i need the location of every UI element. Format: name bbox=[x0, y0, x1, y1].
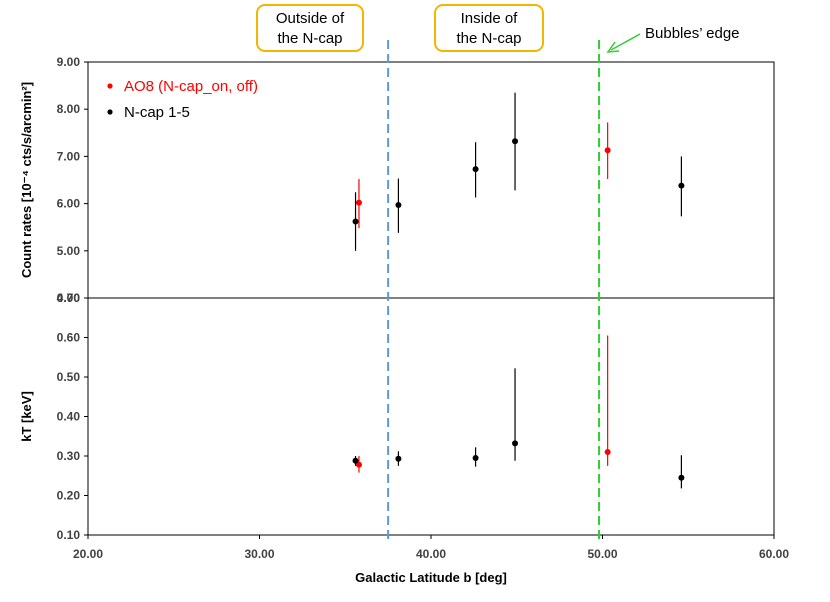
kT-data-point bbox=[678, 474, 685, 481]
kT-plot-frame bbox=[87, 297, 775, 536]
count-rates-data-point bbox=[352, 218, 359, 225]
bubbles-edge-arrow bbox=[606, 33, 641, 53]
outside-callout-line-1: Outside of bbox=[275, 10, 345, 27]
kT-y-tick-label: 0.40 bbox=[57, 410, 81, 424]
y-axis-title-count-rates: Count rates [10⁻⁴ cts/s/arcmin²] bbox=[19, 82, 34, 278]
count-rates-y-tick-label: 8.00 bbox=[57, 102, 81, 116]
x-axis-title: Galactic Latitude b [deg] bbox=[355, 570, 507, 585]
count-rates-data-point bbox=[512, 138, 519, 145]
x-tick-label: 60.00 bbox=[759, 547, 789, 561]
kT-data-point bbox=[604, 449, 611, 456]
y-axis-title-kt: kT [keV] bbox=[19, 391, 34, 442]
x-tick-label: 50.00 bbox=[587, 547, 617, 561]
x-tick-label: 40.00 bbox=[416, 547, 446, 561]
legend-label-ncap: N-cap 1-5 bbox=[124, 104, 190, 121]
count-rates-data-point bbox=[395, 202, 402, 209]
reference-lines bbox=[387, 40, 601, 543]
inside-callout-line-2: the N-cap bbox=[456, 30, 522, 47]
legend-marker-ncap bbox=[107, 109, 113, 115]
kt-panel: 0.10 0.20 0.30 0.40 0.50 0.60 0.70 bbox=[57, 291, 775, 542]
kT-y-tick-label: 0.60 bbox=[57, 331, 81, 345]
kT-data-point bbox=[355, 461, 362, 468]
count-rates-data-point bbox=[678, 182, 685, 189]
kT-data-point bbox=[352, 457, 359, 464]
count-rates-plot-frame bbox=[87, 61, 775, 299]
kT-data-point bbox=[472, 454, 479, 461]
count-rates-y-tick-label: 6.00 bbox=[57, 197, 81, 211]
count-rates-y-tick-label: 4.00 bbox=[57, 291, 81, 305]
outside-callout-line-2: the N-cap bbox=[277, 30, 343, 47]
kT-y-tick-label: 0.50 bbox=[57, 370, 81, 384]
kT-y-tick-label: 0.30 bbox=[57, 449, 81, 463]
count-rates-y-tick-label: 9.00 bbox=[57, 55, 81, 69]
count-rates-data-point bbox=[472, 166, 479, 173]
x-axis-ticks: 20.00 30.00 40.00 50.00 60.00 bbox=[73, 535, 789, 561]
kT-y-tick-label: 0.70 bbox=[57, 291, 81, 305]
x-tick-label: 20.00 bbox=[73, 547, 103, 561]
count-rates-y-tick-label: 5.00 bbox=[57, 244, 81, 258]
legend-label-ao8: AO8 (N-cap_on, off) bbox=[124, 78, 258, 95]
outside-ncap-callout: Outside of the N-cap bbox=[256, 4, 364, 52]
count-rates-y-tick-label: 7.00 bbox=[57, 149, 81, 163]
x-tick-label: 30.00 bbox=[244, 547, 274, 561]
bubbles-edge-label: Bubbles’ edge bbox=[645, 25, 740, 42]
count-rates-data-point bbox=[604, 147, 611, 154]
legend-marker-ao8 bbox=[107, 83, 113, 89]
kT-y-tick-label: 0.10 bbox=[57, 528, 81, 542]
inside-ncap-callout: Inside of the N-cap bbox=[434, 4, 544, 52]
kT-y-tick-label: 0.20 bbox=[57, 489, 81, 503]
kT-data-point bbox=[512, 440, 519, 447]
inside-callout-line-1: Inside of bbox=[460, 10, 518, 27]
kT-data-point bbox=[395, 455, 402, 462]
count-rates-data-point bbox=[355, 199, 362, 206]
legend: AO8 (N-cap_on, off) N-cap 1-5 bbox=[107, 78, 258, 121]
